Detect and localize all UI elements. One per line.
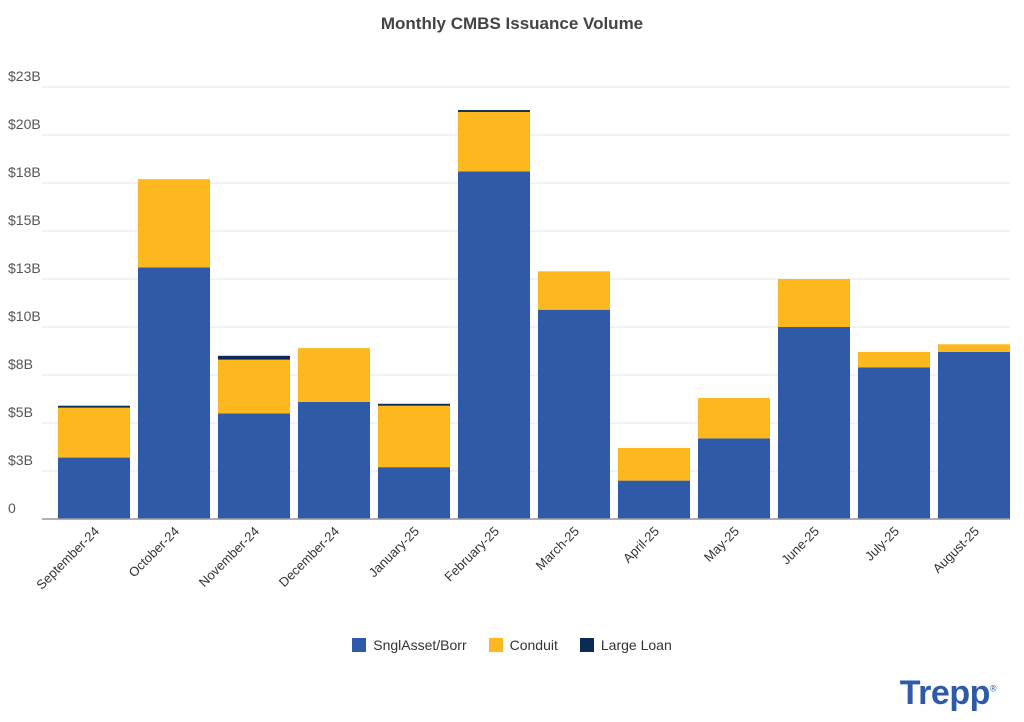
y-tick-label: $8B bbox=[8, 356, 33, 372]
bar-conduit bbox=[138, 179, 210, 268]
x-tick-label: December-24 bbox=[276, 524, 342, 590]
x-tick-label: June-25 bbox=[778, 524, 822, 568]
bar-snglasset-borr bbox=[698, 438, 770, 519]
legend-label: Large Loan bbox=[600, 637, 672, 653]
x-tick-label: August-25 bbox=[930, 524, 983, 577]
legend-item: SnglAsset/Borr bbox=[352, 637, 467, 653]
y-tick-label: $10B bbox=[8, 308, 41, 324]
legend-swatch bbox=[352, 638, 367, 652]
bar-large-loan bbox=[378, 403, 450, 406]
x-tick-label: January-25 bbox=[366, 524, 423, 581]
bar-conduit bbox=[378, 405, 450, 468]
bar-conduit bbox=[938, 344, 1010, 352]
trepp-logo: Trepp® bbox=[899, 674, 997, 712]
bar-conduit bbox=[458, 111, 530, 172]
bar-snglasset-borr bbox=[458, 171, 530, 520]
x-tick-label: February-25 bbox=[441, 524, 502, 585]
legend-item: Conduit bbox=[488, 637, 558, 653]
bar-conduit bbox=[218, 359, 290, 414]
bar-conduit bbox=[858, 351, 930, 368]
bar-conduit bbox=[298, 348, 370, 402]
y-tick-label: $13B bbox=[8, 260, 41, 276]
y-tick-label: 0 bbox=[8, 500, 16, 516]
legend-label: Conduit bbox=[509, 637, 558, 653]
bar-snglasset-borr bbox=[858, 367, 930, 519]
bar-large-loan bbox=[458, 110, 530, 112]
legend-item: Large Loan bbox=[579, 637, 672, 653]
bar-snglasset-borr bbox=[58, 457, 130, 519]
legend-label: SnglAsset/Borr bbox=[373, 637, 467, 653]
bar-conduit bbox=[778, 279, 850, 327]
y-tick-label: $3B bbox=[8, 452, 33, 468]
x-tick-label: March-25 bbox=[533, 524, 582, 573]
bar-conduit bbox=[58, 407, 130, 458]
bar-conduit bbox=[538, 271, 610, 310]
bar-snglasset-borr bbox=[378, 467, 450, 519]
bar-snglasset-borr bbox=[138, 267, 210, 519]
legend-swatch bbox=[579, 638, 594, 652]
x-tick-label: July-25 bbox=[862, 524, 902, 564]
legend-swatch bbox=[488, 638, 503, 652]
bar-conduit bbox=[618, 447, 690, 481]
x-tick-label: May-25 bbox=[701, 524, 742, 565]
x-tick-label: October-24 bbox=[126, 524, 183, 581]
bar-snglasset-borr bbox=[938, 351, 1010, 519]
chart: 0 $3B $5B $8B $10B $13B $15B $18B $20B $23B Septem… bbox=[8, 68, 1010, 593]
x-tick-label: September-24 bbox=[33, 524, 102, 593]
chart-title: Monthly CMBS Issuance Volume bbox=[380, 14, 644, 33]
bar-conduit bbox=[698, 398, 770, 439]
bar-snglasset-borr bbox=[298, 401, 370, 519]
bar-large-loan bbox=[58, 405, 130, 408]
y-tick-label: $15B bbox=[8, 212, 41, 228]
y-tick-label: $5B bbox=[8, 404, 33, 420]
y-tick-label: $20B bbox=[8, 116, 41, 132]
bar-snglasset-borr bbox=[618, 480, 690, 519]
y-tick-label: $18B bbox=[8, 164, 41, 180]
x-tick-label: April-25 bbox=[620, 524, 662, 566]
y-tick-label: $23B bbox=[8, 68, 41, 84]
bar-snglasset-borr bbox=[218, 413, 290, 519]
bar-snglasset-borr bbox=[778, 327, 850, 519]
bar-large-loan bbox=[218, 355, 290, 360]
bar-snglasset-borr bbox=[538, 309, 610, 519]
x-tick-label: November-24 bbox=[196, 524, 262, 590]
legend: SnglAsset/Borr Conduit Large Loan bbox=[0, 637, 1024, 653]
